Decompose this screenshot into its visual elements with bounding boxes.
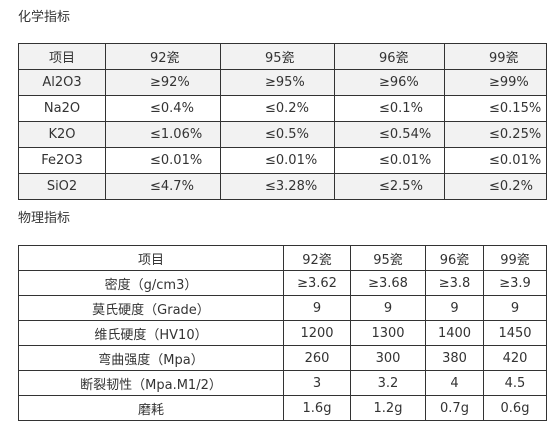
table-cell: 4.5 [483, 370, 547, 396]
table-cell: ≤0.4% [105, 95, 221, 122]
table-cell: ≥99% [444, 69, 547, 96]
table-cell: ≤0.2% [444, 173, 547, 200]
table-cell: 1.2g [350, 395, 426, 421]
table-cell: 1200 [283, 320, 351, 346]
table-row: SiO2 ≤4.7% ≤3.28% ≤2.5% ≤0.2% [18, 173, 547, 200]
table-row: 项目 92瓷 95瓷 96瓷 99瓷 [18, 245, 547, 271]
table-cell: 项目 [18, 245, 284, 271]
table-cell: ≥3.68 [350, 270, 426, 296]
table-cell: ≤2.5% [334, 173, 445, 200]
table-cell: ≤0.01% [334, 147, 445, 174]
table-row: Fe2O3 ≤0.01% ≤0.01% ≤0.01% ≤0.01% [18, 147, 547, 174]
table-cell: ≥92% [105, 69, 221, 96]
table-row: K2O ≤1.06% ≤0.5% ≤0.54% ≤0.25% [18, 121, 547, 148]
table-cell: Na2O [18, 95, 106, 122]
table-row: Na2O ≤0.4% ≤0.2% ≤0.1% ≤0.15% [18, 95, 547, 122]
table-cell: ≥95% [220, 69, 335, 96]
table-cell: 92瓷 [283, 245, 351, 271]
table-cell: 9 [483, 295, 547, 321]
table-cell: 3.2 [350, 370, 426, 396]
table-cell: 0.6g [483, 395, 547, 421]
table-cell: ≥3.8 [425, 270, 484, 296]
table-cell: ≤4.7% [105, 173, 221, 200]
table-cell: 99瓷 [483, 245, 547, 271]
table-cell: 项目 [18, 43, 106, 70]
table-cell: Al2O3 [18, 69, 106, 96]
table-cell: 1450 [483, 320, 547, 346]
physical-table: 项目 92瓷 95瓷 96瓷 99瓷 密度（g/cm3） ≥3.62 ≥3.68 ≥3.8 ≥3.… [18, 245, 547, 421]
table-cell: ≤0.25% [444, 121, 547, 148]
table-cell: 1400 [425, 320, 484, 346]
table-cell: 9 [283, 295, 351, 321]
table-cell: SiO2 [18, 173, 106, 200]
table-cell: 96瓷 [425, 245, 484, 271]
table-cell: 磨耗 [18, 395, 284, 421]
table-row: 密度（g/cm3） ≥3.62 ≥3.68 ≥3.8 ≥3.9 [18, 270, 547, 296]
table-cell: ≤0.5% [220, 121, 335, 148]
table-cell: 92瓷 [105, 43, 221, 70]
table-cell: 维氏硬度（HV10） [18, 320, 284, 346]
table-cell: 99瓷 [444, 43, 547, 70]
table-cell: 420 [483, 345, 547, 371]
table-cell: ≤0.01% [105, 147, 221, 174]
table-row: 断裂韧性（Mpa.M1/2） 3 3.2 4 4.5 [18, 370, 547, 396]
table-row: 磨耗 1.6g 1.2g 0.7g 0.6g [18, 395, 547, 421]
table-cell: ≥3.9 [483, 270, 547, 296]
table-cell: ≤0.54% [334, 121, 445, 148]
table-row: 项目 92瓷 95瓷 96瓷 99瓷 [18, 43, 547, 70]
chemical-table: 项目 92瓷 95瓷 96瓷 99瓷 Al2O3 ≥92% ≥95% ≥96% ≥99% Na2O ≤… [18, 43, 547, 200]
table-cell: 莫氏硬度（Grade） [18, 295, 284, 321]
table-cell: 1300 [350, 320, 426, 346]
table-cell: 96瓷 [334, 43, 445, 70]
table-cell: ≤3.28% [220, 173, 335, 200]
table-cell: 断裂韧性（Mpa.M1/2） [18, 370, 284, 396]
table-cell: 380 [425, 345, 484, 371]
table-cell: 9 [350, 295, 426, 321]
table-cell: 9 [425, 295, 484, 321]
table-cell: 3 [283, 370, 351, 396]
table-cell: 1.6g [283, 395, 351, 421]
table-row: 莫氏硬度（Grade） 9 9 9 9 [18, 295, 547, 321]
table-cell: ≤0.2% [220, 95, 335, 122]
table-cell: Fe2O3 [18, 147, 106, 174]
section-title: 化学指标 [18, 10, 71, 25]
table-cell: 0.7g [425, 395, 484, 421]
table-cell: ≥3.62 [283, 270, 351, 296]
table-row: Al2O3 ≥92% ≥95% ≥96% ≥99% [18, 69, 547, 96]
table-row: 维氏硬度（HV10） 1200 1300 1400 1450 [18, 320, 547, 346]
table-cell: 4 [425, 370, 484, 396]
table-cell: 300 [350, 345, 426, 371]
table-cell: ≤1.06% [105, 121, 221, 148]
table-cell: 95瓷 [220, 43, 335, 70]
table-cell: ≥96% [334, 69, 445, 96]
table-cell: 95瓷 [350, 245, 426, 271]
table-cell: ≤0.01% [220, 147, 335, 174]
table-cell: K2O [18, 121, 106, 148]
table-cell: 密度（g/cm3） [18, 270, 284, 296]
section-title: 物理指标 [18, 211, 71, 226]
table-cell: 弯曲强度（Mpa） [18, 345, 284, 371]
table-cell: 260 [283, 345, 351, 371]
table-cell: ≤0.15% [444, 95, 547, 122]
table-cell: ≤0.1% [334, 95, 445, 122]
table-cell: ≤0.01% [444, 147, 547, 174]
table-row: 弯曲强度（Mpa） 260 300 380 420 [18, 345, 547, 371]
